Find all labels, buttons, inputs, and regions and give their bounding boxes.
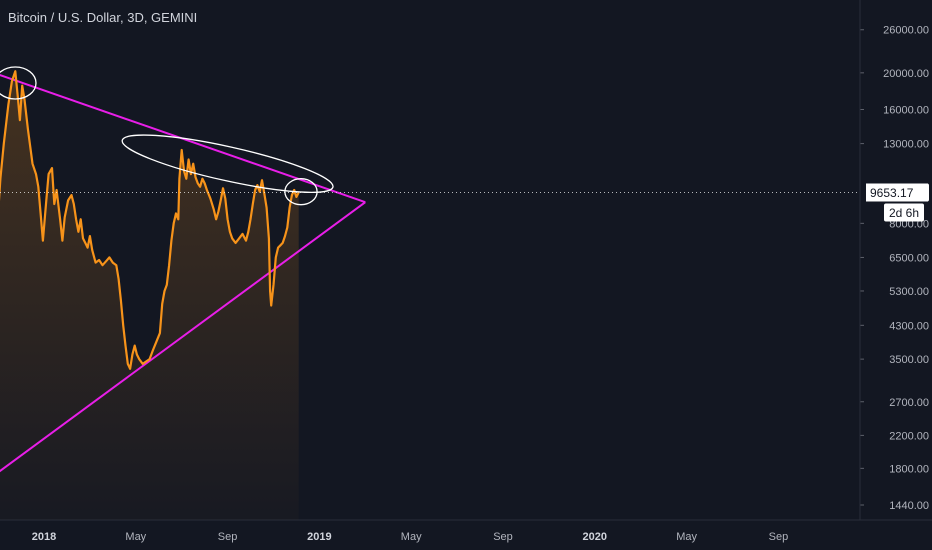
price-tick-label: 20000.00	[883, 68, 929, 80]
price-tick-label: 16000.00	[883, 104, 929, 116]
price-tick-label: 3500.00	[889, 354, 929, 366]
price-tick-label: 1440.00	[889, 500, 929, 512]
bar-countdown-label: 2d 6h	[889, 206, 919, 220]
time-tick-label: May	[676, 531, 697, 543]
time-scale[interactable]: 2018 May Sep 2019 May Sep 2020 May Sep	[0, 519, 932, 550]
price-tick-label: 13000.00	[883, 139, 929, 151]
price-tick-label: 32000.00	[883, 0, 929, 3]
price-tick-label: 2200.00	[889, 430, 929, 442]
price-scale[interactable]: 32000.00 26000.00 20000.00 16000.00 13000.00…	[859, 0, 932, 550]
price-area-fill	[0, 71, 299, 520]
time-tick-label: Sep	[769, 531, 789, 543]
time-tick-label: 2020	[583, 531, 607, 543]
price-scale-background	[860, 0, 932, 550]
last-price-label: 9653.17	[870, 186, 914, 200]
price-series-line[interactable]	[0, 70, 300, 370]
price-tick-label: 1800.00	[889, 463, 929, 475]
last-price-tag: 9653.17	[866, 183, 929, 202]
time-tick-label: Sep	[218, 531, 238, 543]
bar-countdown-tag: 2d 6h	[884, 203, 924, 222]
price-tick-label: 6500.00	[889, 252, 929, 264]
annotation-ellipse[interactable]	[284, 178, 318, 206]
price-tick-label: 5300.00	[889, 286, 929, 298]
time-scale-background	[0, 520, 932, 550]
trend-line-lower[interactable]	[0, 201, 366, 476]
symbol-title: Bitcoin / U.S. Dollar, 3D, GEMINI	[8, 10, 198, 25]
time-tick-label: May	[401, 531, 422, 543]
time-tick-label: May	[125, 531, 146, 543]
time-tick-label: 2019	[307, 531, 331, 543]
price-tick-label: 4300.00	[889, 320, 929, 332]
time-tick-label: Sep	[493, 531, 513, 543]
price-tick-label: 2700.00	[889, 397, 929, 409]
annotation-ellipse[interactable]	[0, 66, 37, 100]
time-tick-label: 2018	[32, 531, 56, 543]
annotation-ellipse[interactable]	[119, 124, 337, 204]
price-tick-label: 26000.00	[883, 25, 929, 37]
